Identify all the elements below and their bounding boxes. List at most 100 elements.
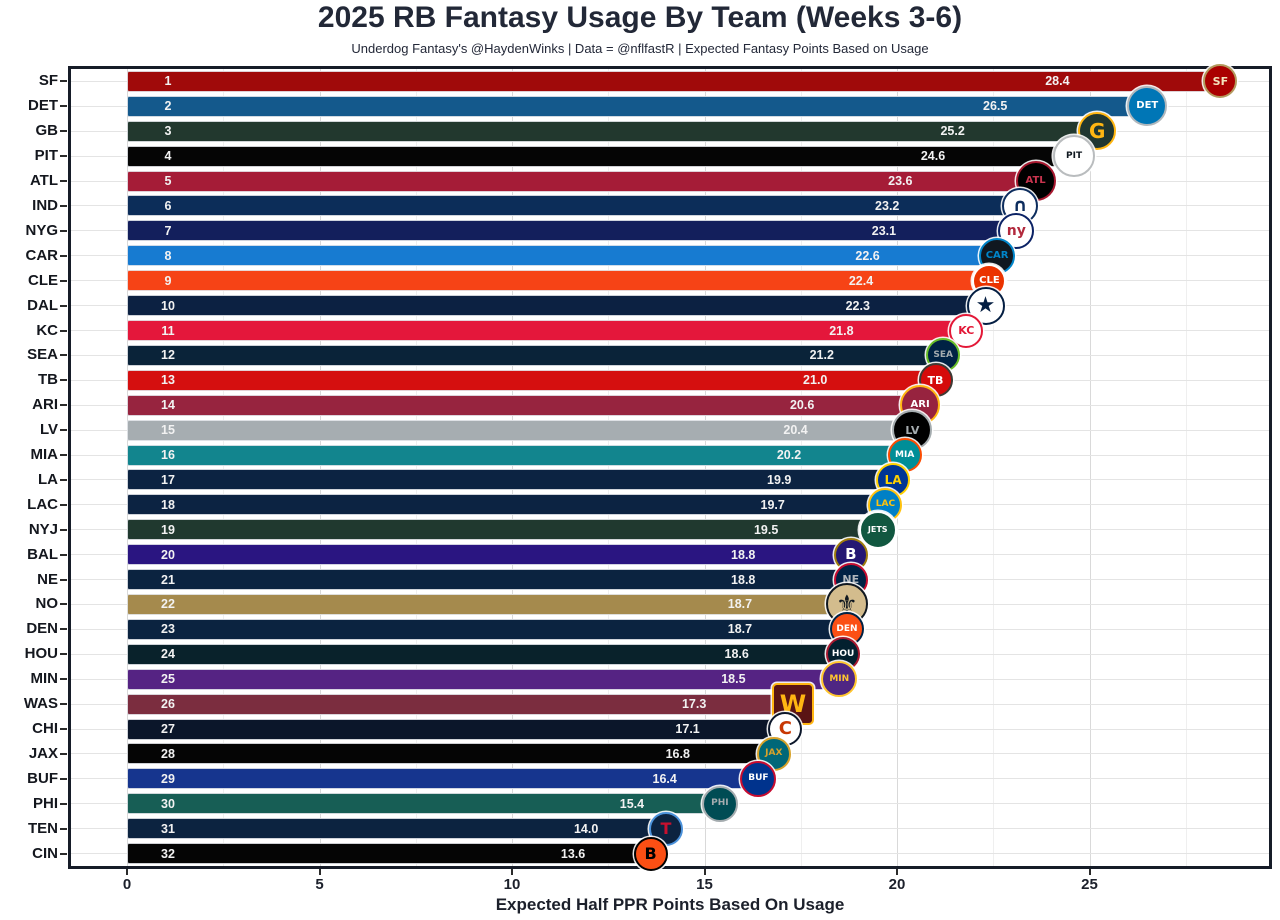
major-gridline <box>512 69 513 866</box>
y-axis-label: SEA <box>27 346 58 364</box>
bar-value-label: 14.0 <box>573 821 599 836</box>
y-axis-label: CIN <box>32 844 58 862</box>
y-axis-tick <box>60 827 67 830</box>
bar-rank-label: 10 <box>161 298 175 313</box>
bar-value-label: 13.6 <box>560 846 586 861</box>
y-axis-label: IND <box>32 196 58 214</box>
y-axis-tick <box>60 229 67 232</box>
y-axis-tick <box>60 180 67 183</box>
bar-rank-label: 11 <box>161 323 175 338</box>
team-logo: PHI <box>701 785 738 822</box>
y-axis-label: WAS <box>23 695 58 713</box>
bar-rank-label: 18 <box>161 497 175 512</box>
y-axis-label: MIA <box>30 446 59 464</box>
x-axis-tick-label: 0 <box>122 876 132 893</box>
y-axis-tick <box>60 279 67 282</box>
bar: 6 23.2 <box>127 195 1021 217</box>
bar: 22 18.7 <box>127 593 847 615</box>
team-logo: SF <box>1203 64 1238 99</box>
y-axis-tick <box>60 503 67 506</box>
bar-rank-label: 32 <box>161 846 175 861</box>
x-axis-tick-label: 25 <box>1081 876 1098 893</box>
y-axis-label: TB <box>38 371 58 389</box>
bar-value-label: 21.0 <box>803 373 828 388</box>
y-axis-tick <box>60 454 67 457</box>
y-axis-tick <box>60 578 67 581</box>
bar: 32 13.6 <box>127 843 651 865</box>
y-axis-label: SF <box>38 72 58 90</box>
bar-value-label: 20.6 <box>789 398 815 413</box>
bar-rank-label: 4 <box>164 149 172 164</box>
bar: 20 18.8 <box>127 544 851 566</box>
y-axis-label: LV <box>39 421 58 439</box>
team-logo: B <box>633 836 668 871</box>
y-axis-tick <box>60 528 67 531</box>
bar-value-label: 16.4 <box>652 771 677 786</box>
team-logo: JETS <box>858 510 897 549</box>
y-axis-label: ATL <box>29 172 58 190</box>
bar: 12 21.2 <box>127 344 944 366</box>
bar-rank-label: 30 <box>161 796 175 811</box>
minor-gridline <box>608 69 610 866</box>
y-axis-label: BAL <box>27 545 58 563</box>
y-axis-tick <box>60 852 67 855</box>
major-gridline <box>704 69 706 866</box>
minor-gridline <box>993 69 995 866</box>
bar-rank-label: 26 <box>161 697 175 712</box>
bar-rank-label: 14 <box>161 398 175 413</box>
bar-rank-label: 31 <box>161 821 175 836</box>
bar-rank-label: 22 <box>161 597 175 612</box>
bar: 3 25.2 <box>127 120 1098 142</box>
bar-rank-label: 8 <box>164 248 172 263</box>
bar-value-label: 17.1 <box>675 722 700 737</box>
chart-panel: 1 28.4 SF 2 26.5 DET 3 25.2 G 4 24.6 PIT 5 23.6 ATL 6 23… <box>68 64 1272 871</box>
bar-rank-label: 1 <box>164 74 172 89</box>
y-axis-tick <box>60 329 67 332</box>
y-axis-label: MIN <box>30 670 59 688</box>
bar-rank-label: 23 <box>161 622 175 637</box>
y-axis-tick <box>60 80 67 83</box>
bar-value-label: 18.7 <box>727 622 753 637</box>
bar: 5 23.6 <box>127 170 1036 192</box>
y-axis-tick <box>60 304 67 307</box>
bar: 26 17.3 <box>127 693 794 715</box>
bar-value-label: 18.7 <box>727 597 753 612</box>
y-axis-tick <box>60 553 67 556</box>
bar-rank-label: 2 <box>164 99 172 114</box>
bar: 21 18.8 <box>127 569 851 591</box>
y-axis-tick <box>60 752 67 755</box>
team-logo: MIA <box>887 438 922 473</box>
bar-value-label: 18.8 <box>731 547 756 562</box>
y-axis-tick <box>60 653 67 656</box>
team-logo: KC <box>949 313 984 348</box>
bar-value-label: 15.4 <box>619 796 645 811</box>
bar-value-label: 18.8 <box>731 572 756 587</box>
y-axis-tick <box>60 155 67 158</box>
y-axis-label: DAL <box>27 296 58 314</box>
bar-value-label: 28.4 <box>1045 74 1070 89</box>
bar-rank-label: 17 <box>161 472 175 487</box>
bar-rank-label: 13 <box>161 373 175 388</box>
x-axis-title: Expected Half PPR Points Based On Usage <box>495 895 845 914</box>
y-axis-label: PHI <box>32 794 58 812</box>
bar: 18 19.7 <box>127 494 886 516</box>
major-gridline <box>127 69 128 866</box>
bar: 19 19.5 <box>127 519 878 541</box>
y-axis-label: KC <box>36 321 58 339</box>
bar-rank-label: 6 <box>164 198 172 213</box>
bar-rank-label: 28 <box>161 746 175 761</box>
bar-rank-label: 16 <box>161 448 175 463</box>
y-axis-tick <box>60 628 67 631</box>
team-logo: C <box>768 712 803 747</box>
bar: 31 14.0 <box>127 818 666 840</box>
y-axis-label: TEN <box>28 819 58 837</box>
bar-rank-label: 21 <box>161 572 175 587</box>
bar: 11 21.8 <box>127 320 967 342</box>
y-axis-tick <box>60 379 67 382</box>
y-axis-label: BUF <box>27 769 58 787</box>
bar-value-label: 21.8 <box>829 323 854 338</box>
major-gridline <box>1089 69 1091 866</box>
bar-rank-label: 25 <box>161 672 175 687</box>
bar-value-label: 19.5 <box>753 522 779 537</box>
y-axis-tick <box>60 354 67 357</box>
